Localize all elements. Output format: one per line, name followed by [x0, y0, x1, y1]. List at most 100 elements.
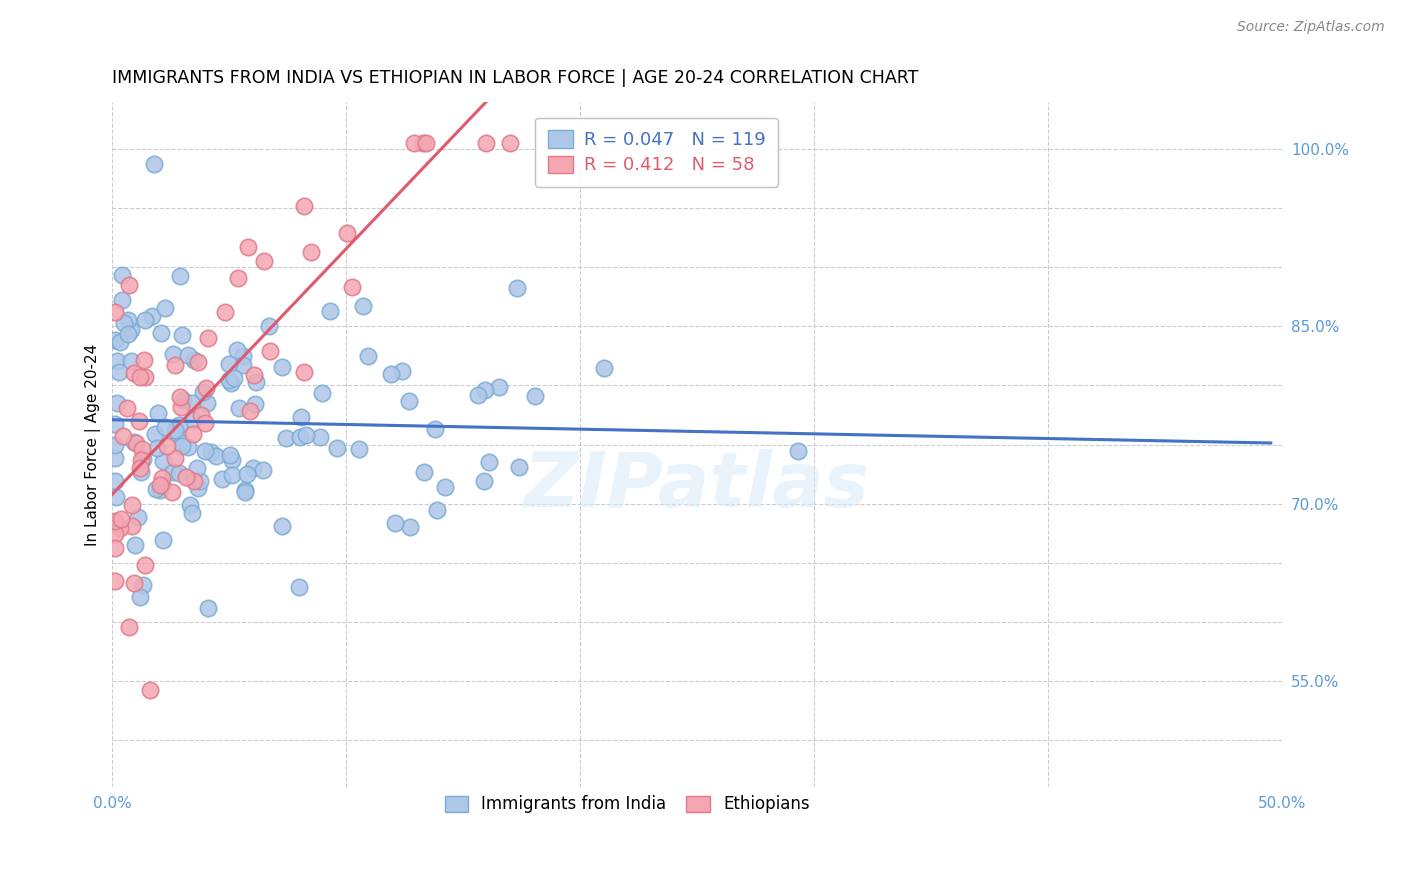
- Point: [110, 512, 132, 526]
- Point: [172, 439, 194, 453]
- Point: [104, 474, 127, 488]
- Point: [271, 519, 294, 533]
- Point: [128, 461, 150, 475]
- Point: [131, 452, 153, 467]
- Point: [177, 348, 200, 362]
- Point: [156, 439, 179, 453]
- Point: [474, 136, 496, 151]
- Point: [188, 474, 211, 488]
- Point: [145, 482, 167, 496]
- Point: [122, 366, 145, 380]
- Point: [131, 578, 153, 592]
- Point: [172, 393, 194, 408]
- Point: [787, 444, 810, 458]
- Point: [357, 350, 380, 364]
- Point: [506, 281, 529, 295]
- Point: [129, 370, 152, 384]
- Point: [149, 478, 172, 492]
- Point: [232, 349, 254, 363]
- Point: [169, 390, 191, 404]
- Point: [105, 516, 128, 530]
- Point: [170, 327, 193, 342]
- Point: [115, 401, 138, 416]
- Point: [398, 519, 420, 533]
- Point: [122, 576, 145, 591]
- Point: [120, 354, 142, 368]
- Point: [179, 498, 201, 512]
- Point: [112, 429, 135, 443]
- Point: [170, 400, 193, 414]
- Text: Source: ZipAtlas.com: Source: ZipAtlas.com: [1237, 20, 1385, 34]
- Point: [233, 485, 256, 500]
- Point: [228, 401, 250, 415]
- Point: [104, 450, 127, 465]
- Point: [488, 380, 510, 394]
- Point: [145, 427, 167, 442]
- Point: [165, 450, 187, 465]
- Point: [319, 303, 342, 318]
- Point: [524, 389, 547, 403]
- Point: [197, 331, 219, 345]
- Point: [111, 268, 134, 282]
- Point: [134, 558, 156, 573]
- Point: [121, 498, 143, 512]
- Point: [177, 440, 200, 454]
- Point: [245, 375, 267, 389]
- Point: [384, 516, 406, 530]
- Point: [425, 422, 447, 436]
- Point: [132, 451, 155, 466]
- Point: [413, 465, 436, 479]
- Point: [380, 368, 402, 382]
- Point: [162, 465, 184, 479]
- Point: [259, 343, 281, 358]
- Point: [239, 403, 262, 417]
- Point: [122, 434, 145, 449]
- Point: [271, 360, 294, 375]
- Point: [299, 245, 322, 260]
- Point: [104, 527, 127, 541]
- Point: [112, 316, 135, 330]
- Point: [508, 459, 530, 474]
- Point: [233, 483, 256, 498]
- Point: [162, 346, 184, 360]
- Point: [347, 442, 370, 457]
- Point: [129, 590, 152, 604]
- Point: [167, 466, 190, 480]
- Point: [200, 444, 222, 458]
- Point: [226, 270, 249, 285]
- Point: [243, 397, 266, 411]
- Point: [169, 417, 191, 432]
- Point: [169, 269, 191, 284]
- Point: [160, 484, 183, 499]
- Point: [221, 468, 243, 483]
- Point: [412, 136, 434, 151]
- Point: [391, 364, 413, 378]
- Point: [187, 481, 209, 495]
- Point: [190, 408, 212, 422]
- Point: [225, 343, 247, 357]
- Point: [214, 305, 236, 319]
- Point: [104, 541, 127, 555]
- Point: [132, 353, 155, 368]
- Point: [167, 428, 190, 442]
- Point: [120, 323, 142, 337]
- Point: [197, 601, 219, 615]
- Point: [176, 470, 198, 484]
- Point: [149, 326, 172, 341]
- Point: [222, 371, 245, 385]
- Point: [128, 414, 150, 428]
- Point: [204, 449, 226, 463]
- Point: [221, 376, 243, 390]
- Point: [149, 483, 172, 498]
- Point: [183, 353, 205, 368]
- Point: [194, 381, 217, 395]
- Point: [593, 361, 616, 376]
- Point: [232, 358, 254, 372]
- Point: [472, 474, 495, 488]
- Point: [181, 506, 204, 520]
- Point: [415, 136, 437, 151]
- Point: [117, 278, 139, 293]
- Point: [287, 580, 309, 594]
- Point: [218, 373, 240, 387]
- Point: [104, 514, 127, 528]
